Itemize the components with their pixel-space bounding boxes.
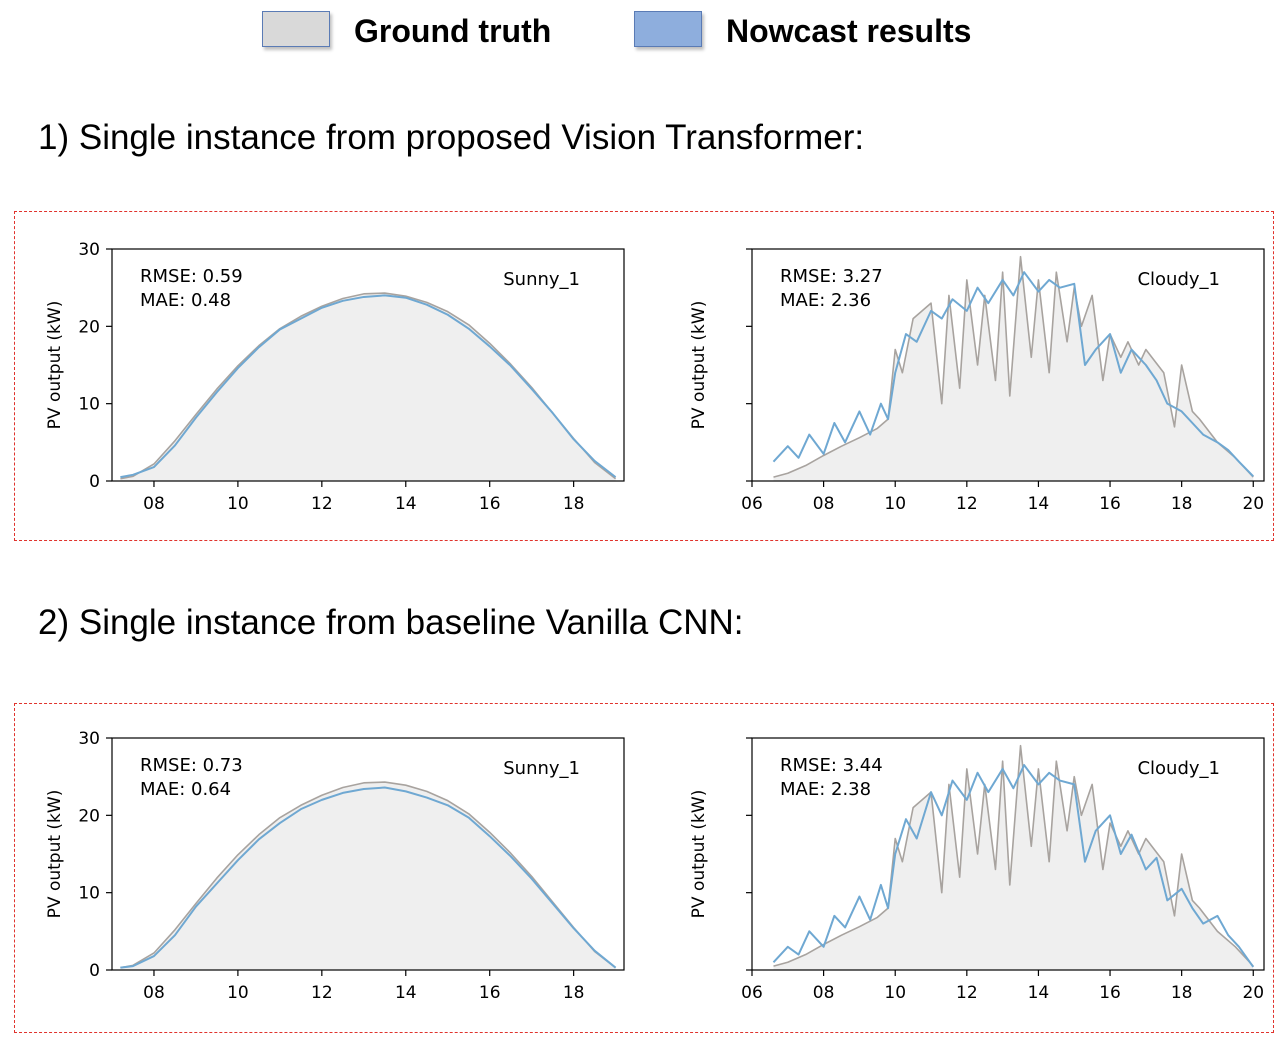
ground-truth-area — [773, 745, 1254, 970]
y-tick-label: 30 — [78, 240, 100, 260]
chart-cnn-sunny: 08 10 12 14 16 18 0 10 20 30 PV output (kW) RMSE: 0… — [40, 724, 630, 1014]
x-tick-label: 14 — [1028, 494, 1050, 514]
x-tick-label: 20 — [1242, 983, 1264, 1003]
y-tick-label: 30 — [78, 729, 100, 749]
ground-truth-area — [120, 293, 616, 481]
x-tick-label: 14 — [395, 494, 417, 514]
mae-annotation: MAE: 2.38 — [780, 779, 871, 800]
series-ground-truth-line — [120, 781, 617, 969]
ground-truth-area — [120, 782, 616, 970]
rmse-annotation: RMSE: 3.44 — [780, 755, 883, 776]
mae-annotation: MAE: 2.36 — [780, 290, 871, 311]
chart-svg: 08 10 12 14 16 18 0 10 20 30 PV output (kW) RMSE: 0… — [45, 729, 625, 1003]
section-title-vanilla-cnn: 2) Single instance from baseline Vanilla… — [38, 603, 744, 642]
plot-frame — [111, 248, 625, 482]
x-tick-label: 08 — [143, 983, 165, 1003]
chart-svg: 08 10 12 14 16 18 0 10 20 30 PV output (kW) RMSE: 0… — [45, 240, 625, 514]
y-axis-label: PV output (kW) — [689, 301, 709, 430]
x-tick-label: 10 — [227, 983, 249, 1003]
x-tick-label: 08 — [813, 983, 835, 1003]
plot-frame — [111, 737, 625, 971]
x-tick-label: 14 — [395, 983, 417, 1003]
x-tick-label: 06 — [741, 983, 763, 1003]
x-tick-label: 12 — [956, 494, 978, 514]
mae-annotation: MAE: 0.64 — [140, 779, 231, 800]
rmse-annotation: RMSE: 0.59 — [140, 266, 243, 287]
x-tick-label: 14 — [1028, 983, 1050, 1003]
rmse-annotation: RMSE: 3.27 — [780, 266, 883, 287]
series-nowcast-line — [120, 294, 617, 479]
panel-vision-transformer — [14, 211, 1274, 541]
x-tick-label: 08 — [143, 494, 165, 514]
legend: Ground truth Nowcast results — [262, 8, 1022, 52]
series-ground-truth-line — [120, 292, 617, 480]
legend-label-ground-truth: Ground truth — [354, 13, 552, 49]
x-tick-label: 18 — [1171, 983, 1193, 1003]
scenario-label: Cloudy_1 — [1137, 758, 1220, 779]
panel-vanilla-cnn — [14, 703, 1274, 1033]
chart-svg: 06 08 10 12 14 16 18 20 PV output (kW) RMSE: 3.27… — [689, 248, 1265, 514]
x-tick-label: 10 — [884, 494, 906, 514]
x-tick-label: 08 — [813, 494, 835, 514]
x-tick-label: 16 — [479, 983, 501, 1003]
x-tick-label: 18 — [563, 983, 585, 1003]
y-axis-label: PV output (kW) — [45, 301, 65, 430]
x-tick-label: 16 — [479, 494, 501, 514]
rmse-annotation: RMSE: 0.73 — [140, 755, 243, 776]
scenario-label: Sunny_1 — [503, 269, 580, 290]
legend-label-nowcast: Nowcast results — [726, 13, 972, 49]
x-tick-label: 20 — [1242, 494, 1264, 514]
x-tick-label: 18 — [1171, 494, 1193, 514]
chart-cnn-cloudy: 06 08 10 12 14 16 18 20 PV output (kW) RMSE: 3.44… — [680, 724, 1270, 1014]
y-axis-label: PV output (kW) — [689, 790, 709, 919]
chart-svg: 06 08 10 12 14 16 18 20 PV output (kW) RMSE: 3.44… — [689, 737, 1265, 1003]
y-tick-label: 20 — [78, 317, 100, 337]
plot-frame — [751, 248, 1265, 482]
series-nowcast-line — [772, 271, 1254, 478]
chart-vit-sunny: 08 10 12 14 16 18 0 10 20 30 PV output (kW) RMSE: 0… — [40, 235, 630, 525]
scenario-label: Sunny_1 — [503, 758, 580, 779]
series-nowcast-line — [772, 764, 1255, 968]
y-tick-label: 20 — [78, 806, 100, 826]
plot-frame — [751, 737, 1265, 971]
x-tick-label: 12 — [956, 983, 978, 1003]
mae-annotation: MAE: 0.48 — [140, 290, 231, 311]
series-nowcast-line — [120, 786, 617, 969]
legend-swatch-nowcast — [634, 11, 702, 47]
x-tick-label: 18 — [563, 494, 585, 514]
x-tick-label: 12 — [311, 494, 333, 514]
x-tick-label: 06 — [741, 494, 763, 514]
scenario-label: Cloudy_1 — [1137, 269, 1220, 290]
y-axis-label: PV output (kW) — [45, 790, 65, 919]
x-tick-label: 16 — [1099, 983, 1121, 1003]
x-tick-label: 12 — [311, 983, 333, 1003]
y-tick-label: 0 — [89, 472, 100, 492]
ground-truth-area — [773, 256, 1254, 481]
y-tick-label: 10 — [78, 395, 100, 415]
y-tick-label: 10 — [78, 884, 100, 904]
chart-vit-cloudy: 06 08 10 12 14 16 18 20 PV output (kW) RMSE: 3.27… — [680, 235, 1270, 525]
x-tick-label: 10 — [227, 494, 249, 514]
legend-swatch-ground-truth — [262, 11, 330, 47]
section-title-vision-transformer: 1) Single instance from proposed Vision … — [38, 118, 865, 157]
x-tick-label: 10 — [884, 983, 906, 1003]
x-tick-label: 16 — [1099, 494, 1121, 514]
y-tick-label: 0 — [89, 961, 100, 981]
